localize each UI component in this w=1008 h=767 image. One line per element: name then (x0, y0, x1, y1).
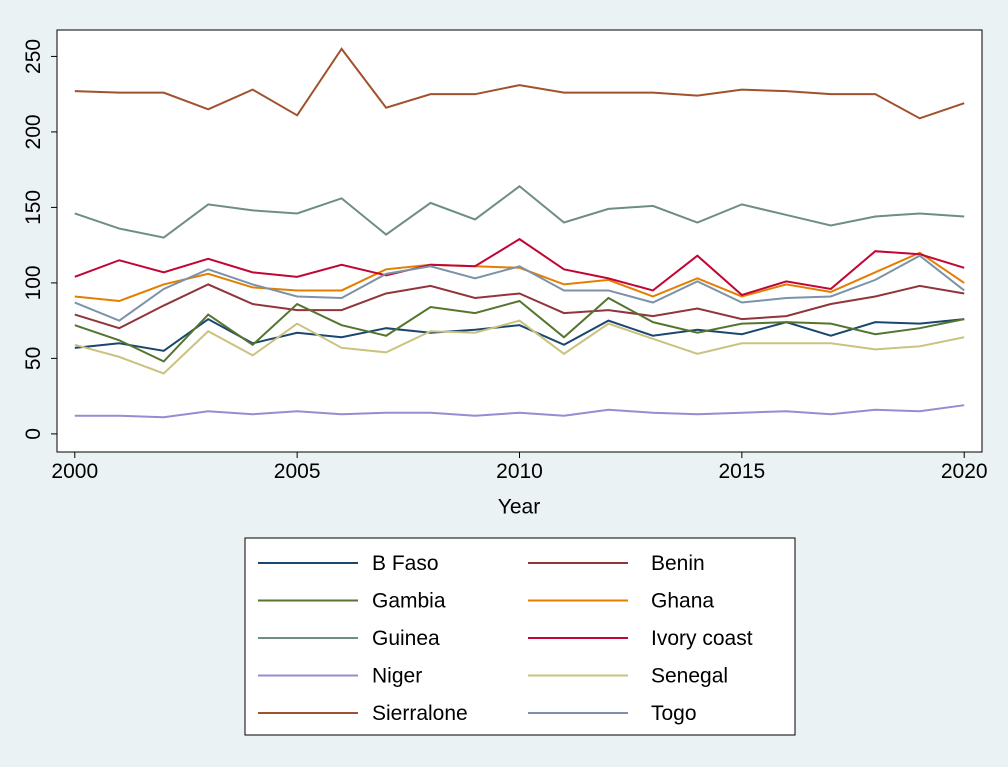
legend (244, 537, 796, 736)
plot-area (56, 29, 983, 453)
series-line (74, 319, 965, 375)
series-line (74, 254, 965, 322)
y-tick-label: 100 (22, 265, 45, 300)
legend-label: Guinea (372, 627, 440, 650)
y-tick-label: 0 (22, 428, 45, 440)
x-tick-label: 2010 (496, 460, 543, 483)
x-tick-label: 2015 (718, 460, 765, 483)
x-tick-label: 2020 (941, 460, 988, 483)
series-line (74, 184, 965, 239)
series-line (74, 404, 965, 419)
x-axis-title: Year (498, 496, 540, 519)
series-line (74, 283, 965, 330)
series-line (74, 237, 965, 297)
series-line (74, 296, 965, 363)
x-tick-label: 2000 (51, 460, 98, 483)
legend-label: Niger (372, 665, 422, 688)
legend-label: Senegal (651, 665, 728, 688)
legend-label: Gambia (372, 590, 446, 613)
series-line (74, 251, 965, 303)
legend-label: Togo (651, 702, 697, 725)
legend-label: B Faso (372, 552, 439, 575)
x-tick-label: 2005 (274, 460, 321, 483)
y-tick-label: 150 (22, 190, 45, 225)
series-line (74, 47, 965, 120)
legend-label: Benin (651, 552, 705, 575)
y-tick-label: 50 (22, 347, 45, 370)
legend-label: Ghana (651, 590, 714, 613)
y-tick-label: 250 (22, 39, 45, 74)
series-line (74, 317, 965, 352)
y-tick-label: 200 (22, 114, 45, 149)
legend-label: Sierralone (372, 702, 468, 725)
legend-label: Ivory coast (651, 627, 753, 650)
